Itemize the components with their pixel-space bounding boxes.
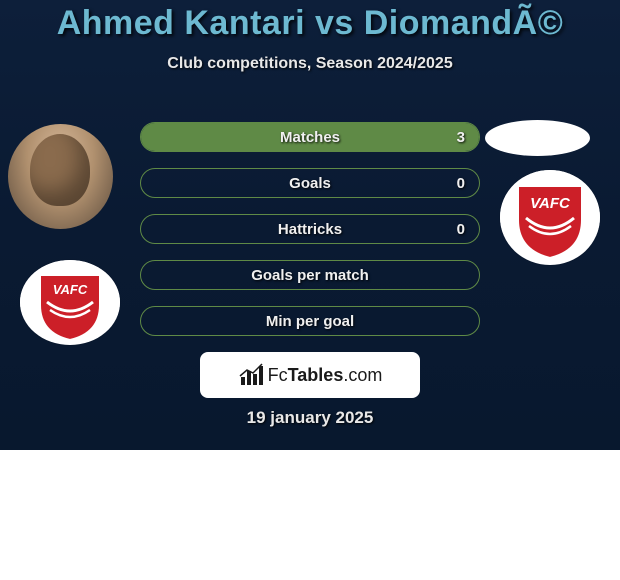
player1-avatar [8, 124, 113, 229]
subtitle: Club competitions, Season 2024/2025 [0, 55, 620, 73]
player2-club-badge: VAFC [500, 170, 600, 265]
stat-row: Min per goal [140, 306, 480, 336]
bars-icon [238, 362, 264, 388]
stat-label: Matches [141, 129, 479, 146]
svg-text:VAFC: VAFC [530, 195, 571, 212]
brand-suffix: .com [343, 365, 382, 385]
vafc-shield-icon: VAFC [500, 170, 600, 265]
brand-bold: Tables [288, 365, 344, 385]
brand-box: FcTables.com [200, 352, 420, 398]
player1-club-badge: VAFC [20, 260, 120, 345]
stats-list: Matches 3 Goals 0 Hattricks 0 Goals per … [140, 122, 480, 352]
page-title: Ahmed Kantari vs DiomandÃ© [0, 0, 620, 43]
player2-avatar [485, 120, 590, 156]
comparison-card: Ahmed Kantari vs DiomandÃ© Club competit… [0, 0, 620, 450]
brand-inner: FcTables.com [238, 362, 383, 388]
stat-label: Hattricks [141, 221, 479, 238]
stat-row: Goals 0 [140, 168, 480, 198]
stat-row: Goals per match [140, 260, 480, 290]
stat-value: 0 [457, 221, 465, 238]
stat-label: Min per goal [141, 313, 479, 330]
date-line: 19 january 2025 [0, 408, 620, 428]
stat-label: Goals [141, 175, 479, 192]
stat-row: Matches 3 [140, 122, 480, 152]
vafc-shield-icon: VAFC [20, 260, 120, 345]
stat-value: 3 [457, 129, 465, 146]
stat-value: 0 [457, 175, 465, 192]
brand-text: FcTables.com [268, 365, 383, 386]
stat-row: Hattricks 0 [140, 214, 480, 244]
stat-label: Goals per match [141, 267, 479, 284]
brand-prefix: Fc [268, 365, 288, 385]
svg-text:VAFC: VAFC [53, 282, 88, 297]
